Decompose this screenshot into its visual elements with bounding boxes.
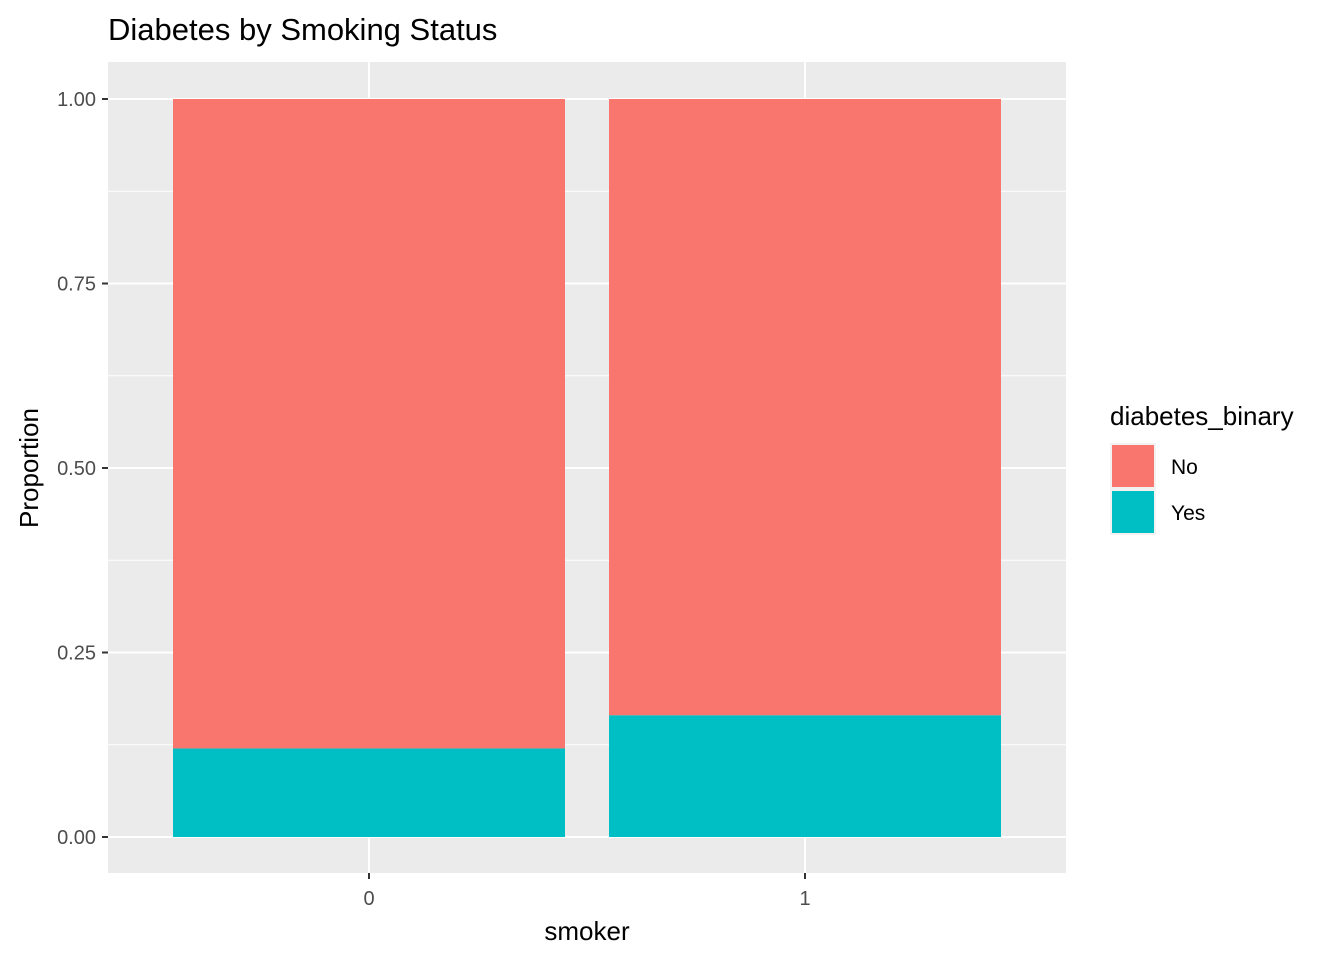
legend-label-yes: Yes <box>1171 502 1205 525</box>
x-tick-label: 1 <box>799 888 810 910</box>
y-axis: 0.00 0.25 0.50 0.75 1.00 <box>57 89 108 849</box>
y-tick-label: 0.25 <box>57 643 96 665</box>
legend-items: No Yes <box>1110 443 1205 535</box>
bar-no-1 <box>609 99 1001 716</box>
y-tick-label: 0.00 <box>57 827 96 849</box>
legend-key-yes <box>1110 489 1156 535</box>
legend-title: diabetes_binary <box>1110 401 1294 431</box>
y-axis-title: Proportion <box>14 408 44 528</box>
legend-label-no: No <box>1171 456 1198 479</box>
bar-no-0 <box>173 99 565 749</box>
legend-key-no <box>1110 443 1156 489</box>
bar-yes-1 <box>609 715 1001 837</box>
x-tick-label: 0 <box>363 888 374 910</box>
bars <box>173 99 1001 837</box>
legend: diabetes_binary No Yes <box>1110 401 1294 535</box>
x-axis-title: smoker <box>544 916 630 946</box>
bar-yes-0 <box>173 748 565 837</box>
y-tick-label: 1.00 <box>57 89 96 111</box>
chart-title: Diabetes by Smoking Status <box>108 12 497 47</box>
y-tick-label: 0.50 <box>57 458 96 480</box>
y-tick-label: 0.75 <box>57 274 96 296</box>
